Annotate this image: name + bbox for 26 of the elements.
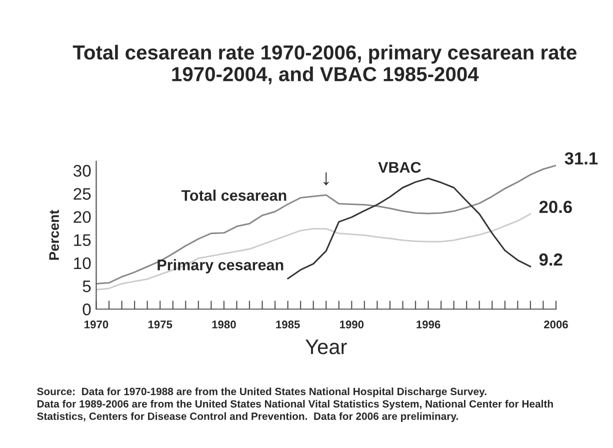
- x-tick-label: 1985: [276, 320, 300, 328]
- y-tick-label: 5: [82, 280, 91, 292]
- x-axis-title: Year: [306, 340, 347, 354]
- y-axis-title: Percent: [49, 210, 59, 260]
- series-label: VBAC: [378, 162, 421, 173]
- x-tick-label: 1990: [340, 320, 364, 328]
- y-tick-label: 25: [74, 188, 91, 200]
- x-tick-label: 1970: [84, 320, 108, 328]
- y-tick-label: 20: [74, 211, 91, 223]
- x-tick-label: 1980: [212, 320, 236, 328]
- y-tick-label: 10: [74, 257, 91, 270]
- x-tick-label: 1996: [416, 320, 440, 328]
- series-label: Primary cesarean: [158, 259, 284, 274]
- line-series: [96, 213, 532, 290]
- x-tick-label: 1975: [148, 320, 172, 328]
- series-label: Total cesarean: [181, 190, 286, 201]
- data-label: 31.1: [564, 152, 598, 165]
- x-tick-label: 2006: [544, 320, 568, 328]
- data-label: 20.6: [539, 200, 572, 214]
- annotation: ↓: [324, 172, 329, 186]
- data-label: 9.2: [539, 253, 562, 266]
- source-note: Source: Data for 1970-1988 are from the United States National Hospital Discharge Survey. Data for 1989-2006 are from the United States National Vital Statistics System, National Center for Health Statistics, Centers for Disease Control and Prevention. Data for 2006 are preliminary.: [37, 388, 553, 422]
- chart-title: Total cesarean rate 1970-2006, primary cesarean rate 1970-2004, and VBAC 1985-2004: [72, 44, 576, 84]
- y-tick-label: 0: [82, 304, 91, 316]
- y-tick-label: 15: [74, 234, 91, 246]
- y-tick-label: 30: [73, 164, 91, 177]
